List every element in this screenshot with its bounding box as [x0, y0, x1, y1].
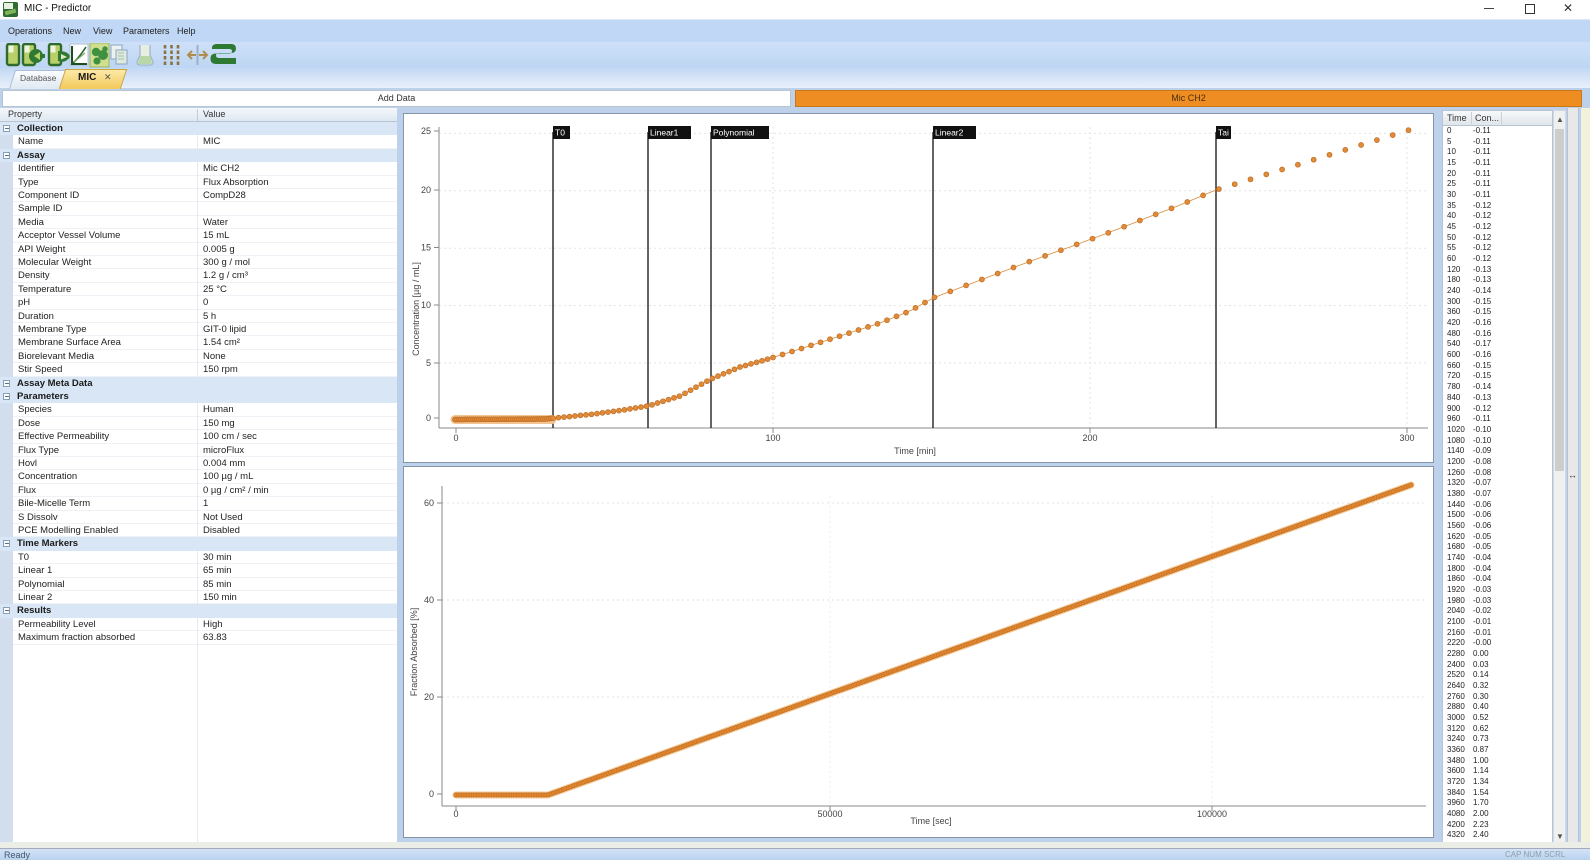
svg-text:Time [min]: Time [min]: [894, 446, 936, 456]
svg-text:100000: 100000: [1197, 809, 1227, 819]
svg-text:Concentration [µg / mL]: Concentration [µg / mL]: [411, 262, 421, 356]
svg-text:Linear1: Linear1: [650, 128, 679, 138]
svg-text:Fraction Absorbed [%]: Fraction Absorbed [%]: [409, 608, 419, 697]
svg-text:Tai: Tai: [1218, 128, 1229, 138]
svg-text:T0: T0: [555, 128, 565, 138]
svg-text:300: 300: [1399, 433, 1414, 443]
svg-text:Polynomial: Polynomial: [713, 128, 755, 138]
svg-text:100: 100: [765, 433, 780, 443]
svg-text:15: 15: [421, 243, 431, 253]
svg-text:Time [sec]: Time [sec]: [910, 816, 951, 826]
svg-text:25: 25: [421, 126, 431, 136]
svg-text:20: 20: [421, 185, 431, 195]
svg-text:60: 60: [424, 498, 434, 508]
svg-text:0: 0: [453, 433, 458, 443]
svg-text:0: 0: [429, 789, 434, 799]
svg-text:200: 200: [1082, 433, 1097, 443]
svg-text:0: 0: [426, 413, 431, 423]
svg-text:40: 40: [424, 595, 434, 605]
svg-text:0: 0: [453, 809, 458, 819]
svg-text:5: 5: [426, 358, 431, 368]
svg-text:10: 10: [421, 300, 431, 310]
svg-text:50000: 50000: [817, 809, 842, 819]
svg-text:20: 20: [424, 692, 434, 702]
svg-text:Linear2: Linear2: [935, 128, 964, 138]
